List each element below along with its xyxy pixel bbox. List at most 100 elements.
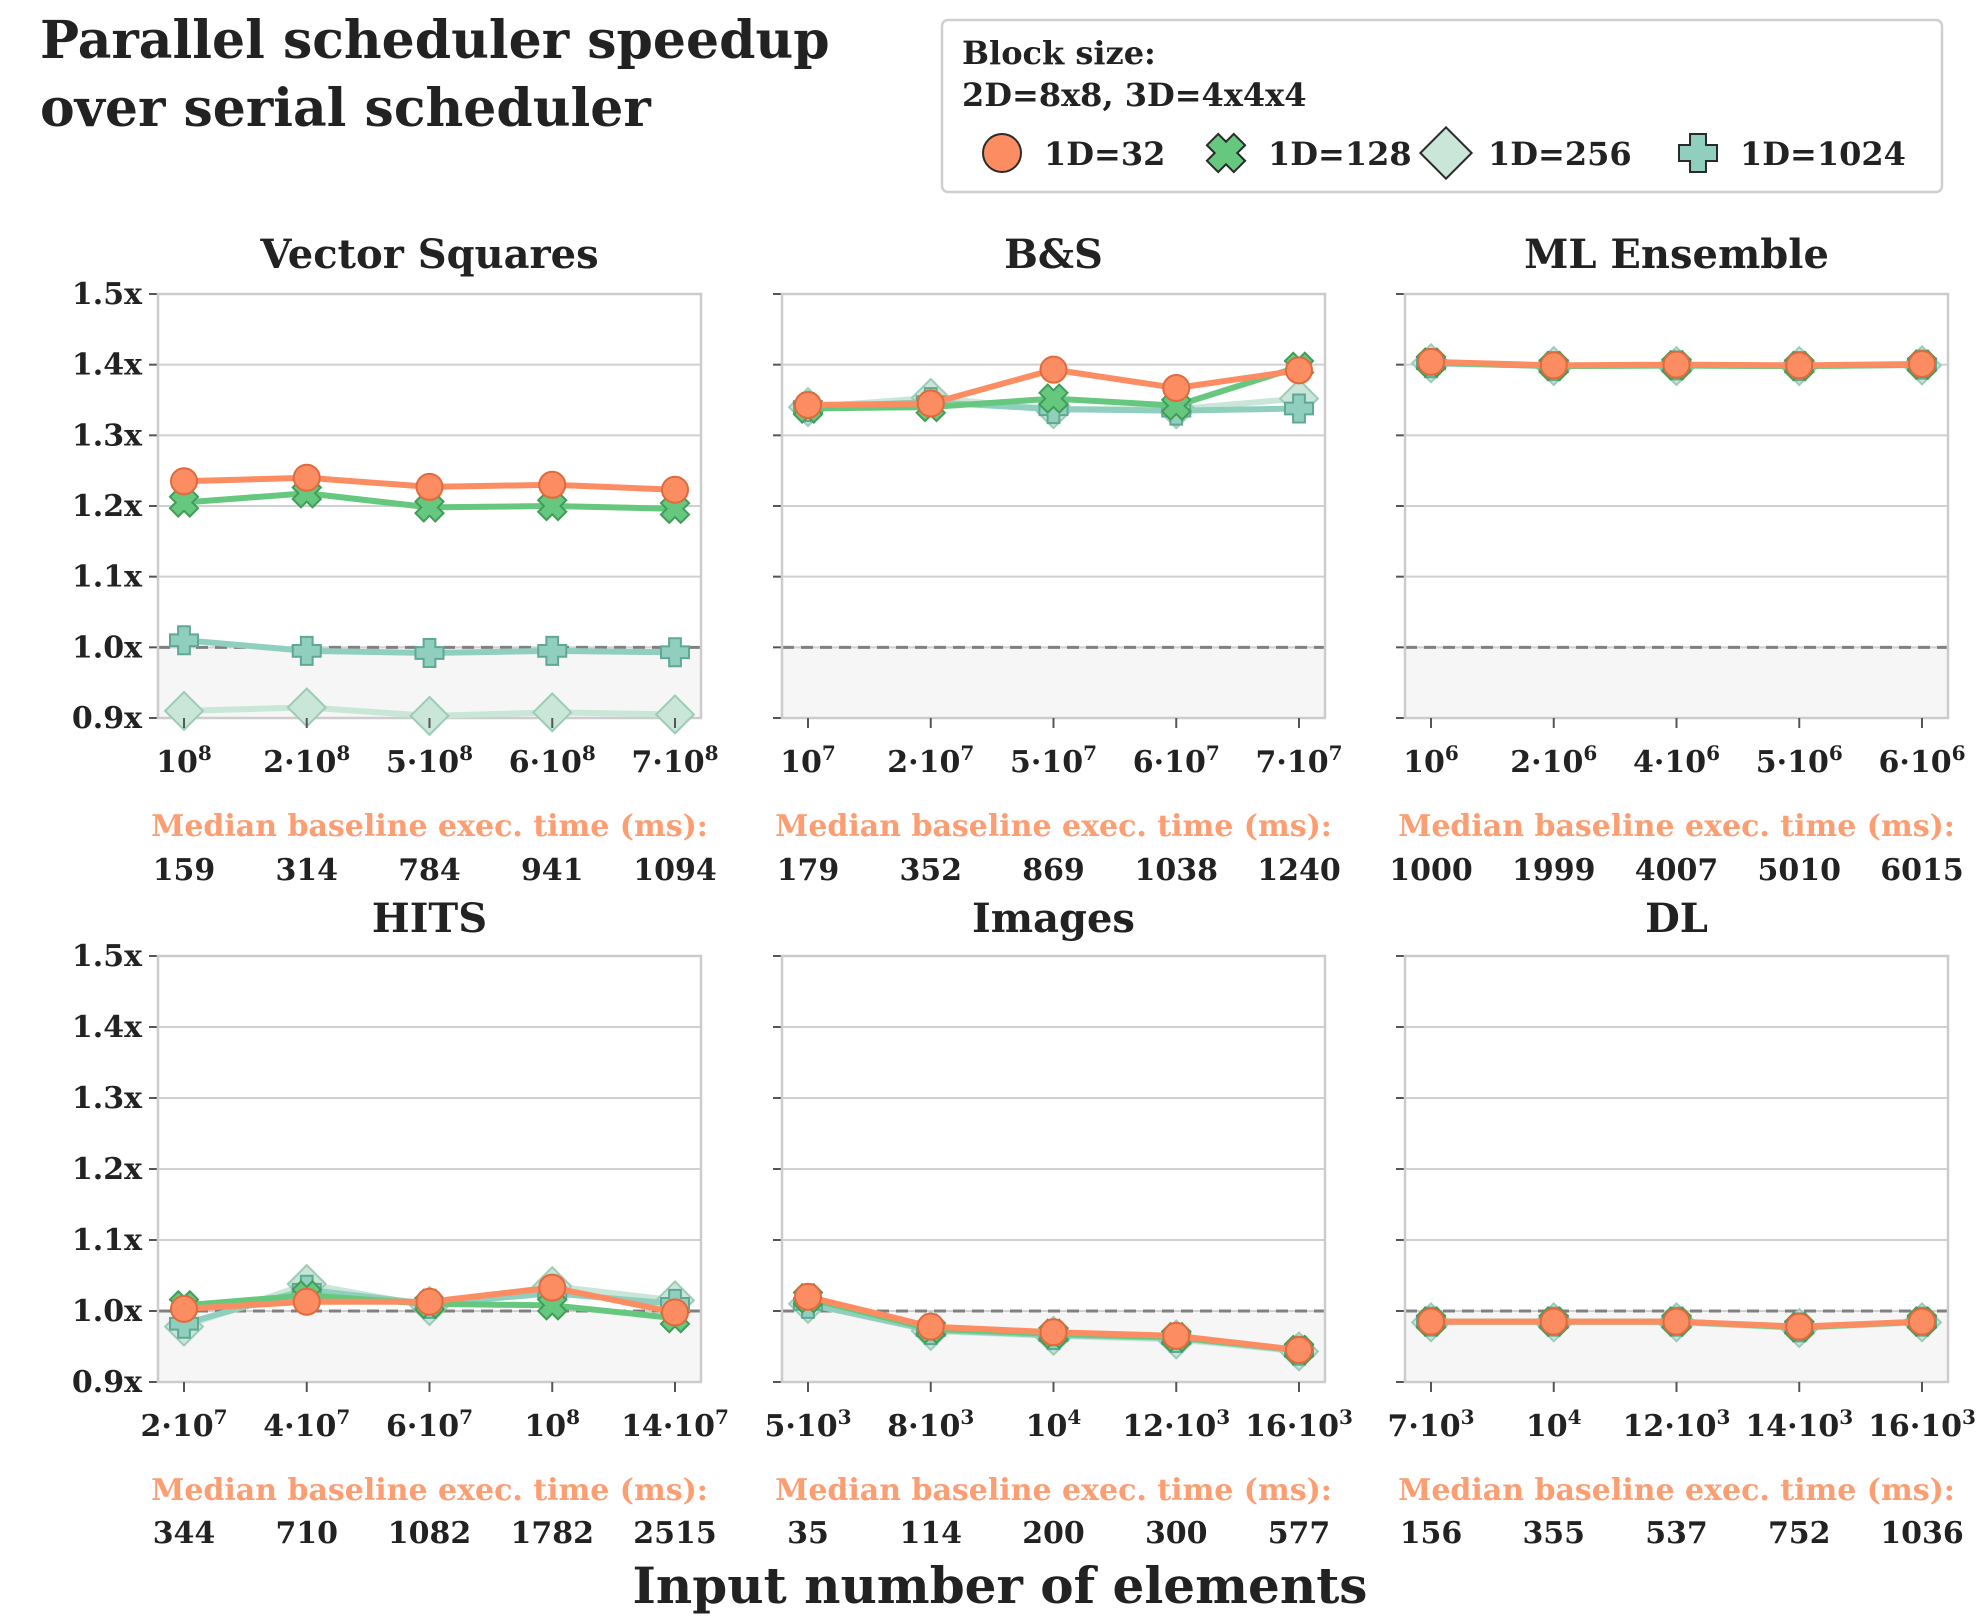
baseline-value: 5010 <box>1758 853 1842 888</box>
x-tick-multiplier: 16 <box>1868 1409 1910 1444</box>
x-tick-base: 10 <box>919 745 961 780</box>
legend-entry-1D=256: 1D=256 <box>1418 125 1632 181</box>
x-tick-multiplier: 12 <box>1623 1409 1665 1444</box>
x-tick-label: 14·103 <box>1745 1405 1853 1444</box>
y-tick-label: 1.5x <box>72 939 143 974</box>
x-tick-label: 2·106 <box>1510 741 1597 780</box>
panel-title: B&S <box>1004 231 1103 278</box>
x-tick-exponent: 6 <box>1829 741 1843 765</box>
x-tick-label: 16·103 <box>1868 1405 1976 1444</box>
x-tick-base: 10 <box>1026 1409 1068 1444</box>
data-point <box>1539 351 1568 380</box>
baseline-value: 4007 <box>1635 853 1719 888</box>
baseline-value: 355 <box>1522 1516 1585 1551</box>
data-point <box>794 390 822 419</box>
x-tick-label: 4·107 <box>263 1405 350 1444</box>
x-tick-dot: · <box>1031 745 1041 780</box>
x-tick-base: 10 <box>796 1409 838 1444</box>
data-point <box>531 692 573 733</box>
data-point <box>916 1312 945 1341</box>
y-tick-label: 1.2x <box>72 489 143 524</box>
figure-title-line-2: over serial scheduler <box>40 78 651 139</box>
data-point <box>654 694 696 735</box>
x-tick-dot: · <box>1910 1409 1920 1444</box>
x-tick-base: 10 <box>1287 745 1329 780</box>
x-tick-exponent: 3 <box>1839 1405 1853 1429</box>
x-tick-exponent: 6 <box>1952 741 1966 765</box>
x-tick-label: 106 <box>1403 741 1459 780</box>
x-tick-multiplier: 6 <box>1133 745 1154 780</box>
data-point <box>538 470 567 499</box>
x-tick-base: 10 <box>1542 745 1584 780</box>
x-tick-base: 10 <box>1403 745 1445 780</box>
x-tick-dot: · <box>161 1409 171 1444</box>
x-tick-label: 2·107 <box>141 1405 228 1444</box>
x-tick-exponent: 3 <box>1339 1405 1353 1429</box>
x-tick-label: 5·108 <box>386 741 473 780</box>
data-point <box>1038 383 1069 415</box>
x-tick-multiplier: 14 <box>1745 1409 1787 1444</box>
legend-label: 1D=1024 <box>1740 135 1906 173</box>
data-point <box>537 635 568 666</box>
baseline-value: 537 <box>1645 1516 1708 1551</box>
data-point <box>1284 393 1314 424</box>
x-tick-exponent: 4 <box>1067 1405 1081 1429</box>
data-point <box>1539 1307 1568 1336</box>
legend-entries: 1D=32 1D=128 1D=256 1D=1024 <box>982 125 1906 181</box>
baseline-value: 179 <box>777 853 840 888</box>
data-point <box>414 637 445 668</box>
x-tick-dot: · <box>908 745 918 780</box>
x-tick-base: 10 <box>1675 1409 1717 1444</box>
data-point <box>1285 1336 1313 1365</box>
x-tick-base: 10 <box>1164 745 1206 780</box>
panel-title: HITS <box>372 895 487 942</box>
baseline-value: 1082 <box>388 1516 472 1551</box>
series-1D=1024 <box>169 625 690 668</box>
x-tick-dot: · <box>407 1409 417 1444</box>
x-tick-exponent: 8 <box>198 741 212 765</box>
x-tick-dot: · <box>1408 1409 1418 1444</box>
x-tick-base: 10 <box>417 1409 459 1444</box>
x-tick-label: 104 <box>1526 1405 1582 1444</box>
panel-title: ML Ensemble <box>1524 231 1829 278</box>
x-tick-dot: · <box>908 1409 918 1444</box>
x-tick-base: 10 <box>540 745 582 780</box>
baseline-value: 200 <box>1022 1516 1085 1551</box>
y-tick-label: 1.4x <box>72 1010 143 1045</box>
baseline-value: 784 <box>398 853 461 888</box>
x-tick-multiplier: 5 <box>386 745 407 780</box>
legend-entry-1D=32: 1D=32 <box>982 133 1165 173</box>
x-tick-base: 10 <box>1419 1409 1461 1444</box>
legend: Block size: 2D=8x8, 3D=4x4x4 1D=32 1D=128… <box>940 18 1944 194</box>
x-tick-base: 10 <box>295 745 337 780</box>
x-tick-base: 10 <box>1526 1409 1568 1444</box>
x-tick-label: 6·107 <box>1133 741 1220 780</box>
x-tick-dot: · <box>1154 745 1164 780</box>
y-tick-label: 1.0x <box>72 1294 143 1329</box>
y-tick-label: 0.9x <box>72 701 143 736</box>
data-point <box>292 463 321 492</box>
x-tick-multiplier: 5 <box>765 1409 786 1444</box>
x-tick-base: 10 <box>1041 745 1083 780</box>
x-tick-label: 12·103 <box>1122 1405 1230 1444</box>
baseline-value: 300 <box>1145 1516 1208 1551</box>
x-tick-exponent: 3 <box>1962 1405 1976 1429</box>
x-tick-multiplier: 5 <box>1010 745 1031 780</box>
x-tick-label: 12·103 <box>1623 1405 1731 1444</box>
x-tick-exponent: 7 <box>459 1405 473 1429</box>
x-tick-exponent: 7 <box>1329 741 1343 765</box>
x-tick-base: 10 <box>295 1409 337 1444</box>
y-tick-label: 1.1x <box>72 1223 143 1258</box>
x-tick-base: 10 <box>1910 745 1952 780</box>
data-point <box>1662 1307 1691 1336</box>
x-tick-multiplier: 6 <box>386 1409 407 1444</box>
baseline-value: 577 <box>1268 1516 1331 1551</box>
x-tick-label: 2·107 <box>887 741 974 780</box>
x-tick-dot: · <box>1276 745 1286 780</box>
x-tick-multiplier: 7 <box>1388 1409 1409 1444</box>
x-tick-dot: · <box>284 745 294 780</box>
data-point <box>292 1287 321 1316</box>
x-tick-dot: · <box>663 1409 673 1444</box>
data-point <box>538 1273 567 1302</box>
